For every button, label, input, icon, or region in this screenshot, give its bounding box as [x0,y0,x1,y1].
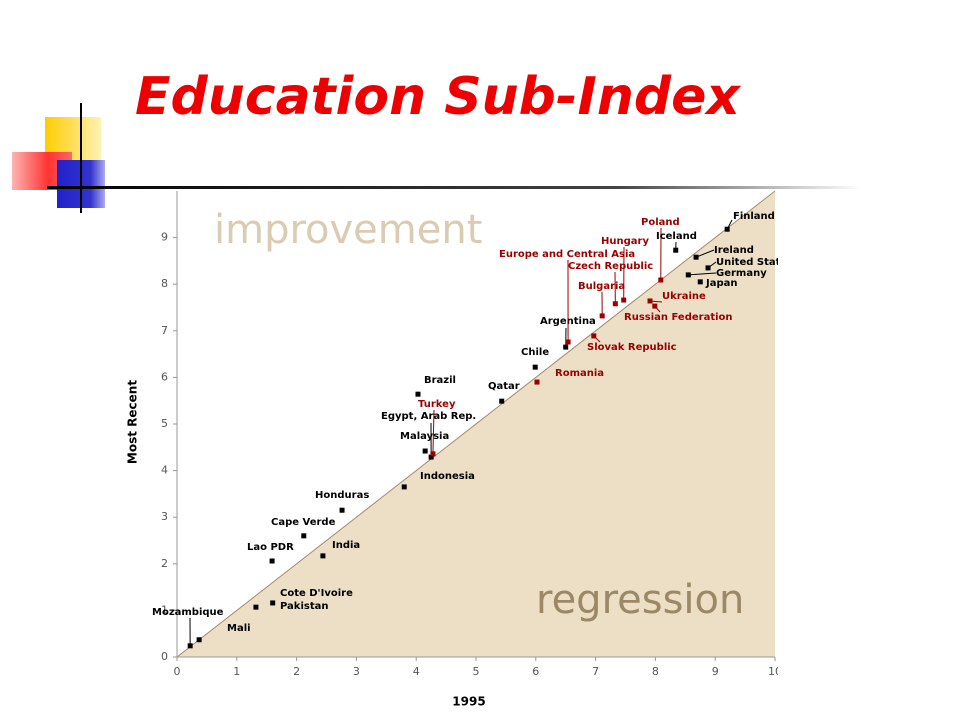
point [196,637,202,643]
point [724,226,730,232]
point [339,507,345,513]
y-tick-label: 7 [161,324,168,337]
x-tick-label: 10 [768,665,782,678]
point [428,454,434,460]
point [591,333,597,339]
point-label: Indonesia [420,471,475,482]
annotation: regression [536,577,744,623]
point [415,391,421,397]
point-label: Poland [641,217,680,228]
leader-line [432,409,435,454]
y-tick-label: 1 [161,603,168,616]
point [422,448,428,454]
point [563,344,569,350]
point-label: Chile [521,347,549,358]
point-label: India [332,540,360,551]
y-tick-label: 3 [161,510,168,523]
point [685,272,691,278]
x-tick-label: 0 [174,665,181,678]
plot: improvement regression 0 1 2 3 4 5 6 7 8 9 10 0 1 2 3 4 5 6… [126,190,793,709]
point-label: Japan [705,278,738,289]
point-label: Cote D'Ivoire [280,588,353,599]
y-tick-label: 6 [161,370,168,383]
point-label: Pakistan [280,601,329,612]
point [673,247,679,253]
point-label: Finland [733,211,775,222]
point-label: Ireland [714,245,754,256]
point [647,298,653,304]
point-label: United States [716,257,793,268]
y-tick-label: 5 [161,417,168,430]
point [253,604,259,610]
diagonal [176,190,776,658]
point [705,265,711,271]
point [187,643,193,649]
y-tick-label: 4 [161,464,168,477]
point [621,297,627,303]
x-axis-title: 1995 [452,695,485,709]
x-tick-label: 2 [293,665,300,678]
x-tick-label: 9 [712,665,719,678]
x-tick-label: 3 [353,665,360,678]
point-label: Iceland [656,231,697,242]
point-label: Ukraine [662,291,706,302]
point-label: Lao PDR [247,542,294,553]
point-label: Russian Federation [624,312,733,323]
point [534,379,540,385]
point [301,533,307,539]
point-label: Mali [227,623,251,634]
point-label: Germany [716,268,767,279]
point-label: Turkey [418,399,456,410]
point-label: Slovak Republic [587,342,677,353]
point-label: Europe and Central Asia [499,249,635,260]
point [693,254,699,260]
point-label: Qatar [488,381,520,392]
y-axis-title: Most Recent [126,380,140,464]
point [532,364,538,370]
point [401,484,407,490]
y-tick-label: 9 [161,231,168,244]
point-label: Malaysia [400,431,449,442]
point-label: Hungary [601,236,649,247]
y-tick-label: 0 [161,650,168,663]
point-label: Bulgaria [578,281,625,292]
point [269,558,275,564]
slide-title: Education Sub-Index [135,67,741,127]
x-tick-label: 6 [532,665,539,678]
point [565,339,571,345]
x-tick-label: 5 [473,665,480,678]
point-label: Egypt, Arab Rep. [381,411,476,422]
point [612,301,618,307]
point-label: Honduras [315,490,369,501]
point-label: Brazil [424,375,456,386]
leader-line [688,272,717,276]
point-label: Romania [555,368,604,379]
leader-line [695,249,715,258]
point-label: Mozambique [152,607,224,618]
point [658,277,664,283]
point [599,313,605,319]
x-tick-label: 4 [413,665,420,678]
point [430,451,436,457]
x-tick-label: 1 [233,665,240,678]
x-tick-label: 8 [652,665,659,678]
point [499,398,505,404]
point [652,303,658,309]
y-tick-label: 8 [161,277,168,290]
point-label: Czech Republic [568,261,653,272]
point [320,553,326,559]
point-label: Cape Verde [271,517,336,528]
decoration [12,103,862,213]
point [697,279,703,285]
annotation: improvement [214,207,482,253]
x-tick-label: 7 [592,665,599,678]
point [270,600,276,606]
y-tick-label: 2 [161,557,168,570]
